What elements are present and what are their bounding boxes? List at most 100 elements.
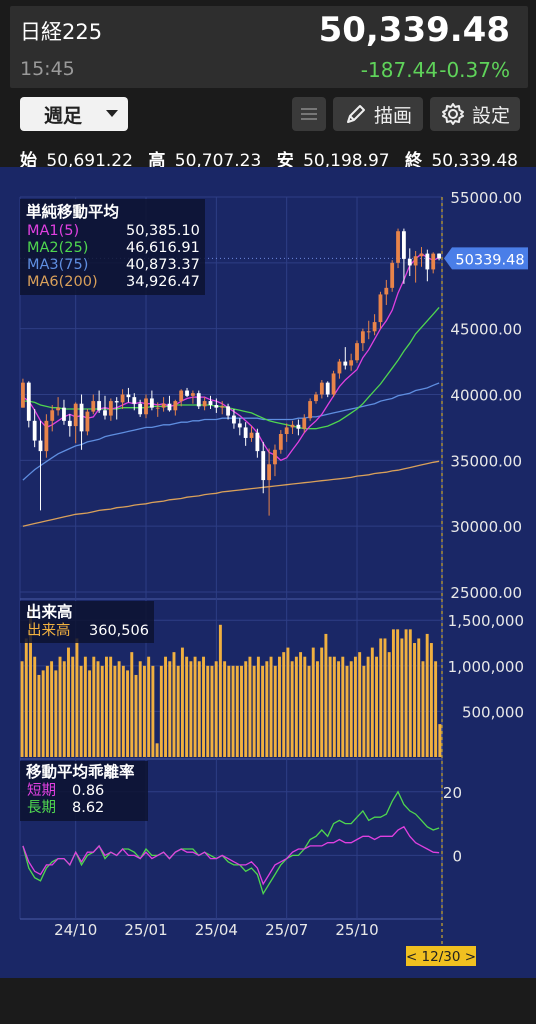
candle-body — [425, 253, 430, 270]
candle-body — [85, 411, 90, 432]
volume-bar — [417, 638, 421, 757]
candle-body — [144, 398, 148, 415]
chart-area[interactable]: 55000.0050000.0045000.0040000.0035000.00… — [0, 167, 536, 978]
volume-bar — [383, 638, 387, 757]
volume-bar — [408, 629, 412, 757]
deviation-tick-label: 0 — [452, 847, 462, 865]
volume-bar — [227, 665, 231, 757]
candle-body — [56, 407, 61, 411]
volume-legend-value: 360,506 — [89, 623, 149, 639]
volume-bar — [159, 665, 163, 757]
candle-body — [103, 410, 107, 416]
volume-bar — [311, 647, 315, 757]
volume-bar — [396, 629, 400, 757]
volume-bar — [67, 647, 70, 757]
volume-bar — [286, 647, 290, 757]
deviation-short-line — [22, 825, 440, 886]
volume-bar — [248, 656, 252, 757]
volume-bar — [404, 629, 408, 757]
candle-body — [314, 394, 318, 402]
volume-bar — [50, 661, 54, 757]
volume-bar — [37, 674, 41, 757]
candle-body — [190, 393, 195, 396]
deviation-legend-name: 長期 — [27, 799, 56, 816]
settings-label: 設定 — [471, 104, 510, 127]
candle-body — [226, 406, 230, 416]
volume-bar — [218, 624, 222, 757]
candle-body — [108, 401, 113, 416]
ma1-line — [22, 252, 440, 462]
volume-bar — [206, 665, 210, 757]
price-legend-box — [20, 199, 205, 295]
high-key: 高 — [148, 151, 166, 171]
candle-body — [62, 407, 66, 421]
volume-bar — [413, 643, 416, 757]
candle-body — [185, 390, 189, 396]
price-legend-name: MA1(5) — [27, 223, 79, 239]
candle-body — [208, 401, 213, 406]
volume-bar — [185, 656, 189, 757]
volume-bar — [92, 656, 96, 757]
volume-bar — [316, 661, 319, 757]
date-tick-label: 24/10 — [54, 921, 97, 939]
quote-header — [10, 6, 528, 88]
volume-bar — [299, 652, 303, 757]
candle-body — [355, 343, 359, 361]
volume-bar — [290, 661, 294, 757]
volume-bar — [223, 661, 227, 757]
volume-bar — [142, 665, 146, 757]
candle-body — [232, 415, 236, 424]
candle-body — [401, 231, 406, 259]
close-value: 50,339.48 — [431, 151, 518, 171]
volume-bar — [231, 665, 235, 757]
volume-bar — [379, 638, 383, 757]
candle-body — [396, 231, 400, 263]
volume-bar — [24, 638, 28, 757]
volume-bar — [41, 670, 45, 757]
volume-bar — [391, 629, 395, 757]
candle-body — [302, 418, 307, 429]
period-select[interactable]: 週足 — [20, 97, 128, 131]
draw-label: 描画 — [373, 104, 412, 127]
volume-bar — [273, 665, 277, 757]
price-legend-title: 単純移動平均 — [26, 202, 119, 221]
volume-bar — [307, 665, 311, 757]
price-legend-name: MA6(200) — [27, 274, 98, 290]
volume-bar — [130, 652, 134, 757]
candle-body — [21, 382, 25, 408]
candle-body — [138, 403, 143, 415]
date-tick-label: 25/10 — [335, 921, 378, 939]
price-legend-value: 34,926.47 — [126, 274, 200, 290]
candle-body — [366, 331, 371, 333]
candle-body — [337, 361, 342, 374]
price-tick-label: 55000.00 — [450, 189, 522, 207]
volume-bar — [134, 674, 138, 757]
settings-button[interactable]: 設定 — [430, 97, 520, 131]
chevron-down-icon — [106, 110, 118, 117]
chart-svg[interactable]: 55000.0050000.0045000.0040000.0035000.00… — [0, 167, 536, 978]
candle-body — [284, 427, 289, 434]
volume-bar — [121, 665, 125, 757]
volume-bar — [337, 661, 341, 757]
list-button[interactable] — [292, 97, 326, 131]
deviation-legend-name: 短期 — [27, 782, 56, 799]
volume-bar — [282, 652, 286, 757]
draw-button[interactable]: 描画 — [333, 97, 423, 131]
price-legend-name: MA3(75) — [27, 257, 88, 273]
price-legend-value: 50,385.10 — [126, 223, 200, 239]
volume-bar — [328, 656, 332, 757]
candle-body — [296, 424, 301, 429]
volume-bar — [180, 647, 184, 757]
volume-bar — [303, 656, 307, 757]
volume-bar — [235, 665, 239, 757]
volume-bar — [214, 661, 218, 757]
volume-bar — [197, 661, 201, 757]
candle-body — [38, 440, 43, 452]
candle-body — [325, 382, 330, 395]
volume-legend-box — [20, 601, 154, 643]
volume-bar — [113, 665, 117, 757]
ma3-line — [22, 382, 440, 481]
low-value: 50,198.97 — [303, 151, 390, 171]
volume-bar — [324, 633, 328, 757]
current-price-tag — [444, 247, 528, 270]
